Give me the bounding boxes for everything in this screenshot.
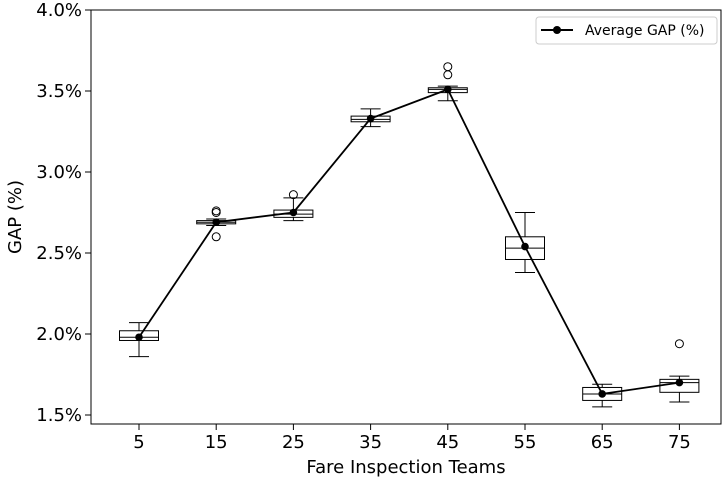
legend-box [535, 16, 718, 45]
plot-frame [90, 9, 722, 425]
outlier-point [211, 206, 221, 216]
y-tick-label: 2.5% [36, 243, 82, 264]
average-point [212, 218, 220, 227]
x-tick-label: 35 [359, 432, 382, 453]
legend-label: Average GAP (%) [585, 23, 705, 39]
average-line [138, 88, 680, 395]
y-axis-title: GAP (%) [5, 180, 26, 254]
x-axis-ticks: 5 15 25 35 45 55 65 75 [133, 424, 691, 453]
x-tick-label: 45 [436, 432, 459, 453]
box-plot-65 [582, 383, 623, 408]
box-plot-55 [505, 212, 545, 273]
average-point [598, 390, 606, 398]
legend: Average GAP (%) [535, 16, 718, 45]
y-tick-label: 3.5% [36, 81, 82, 102]
y-tick-label: 2.0% [36, 324, 82, 345]
x-axis-title: Fare Inspection Teams [306, 457, 505, 478]
average-point [366, 114, 375, 123]
average-series [135, 85, 684, 398]
outlier-point [443, 62, 453, 72]
y-axis-ticks: 1.5% 2.0% 2.5% 3.0% 3.5% 4.0% [36, 0, 91, 426]
y-tick-label: 1.5% [36, 405, 82, 426]
x-tick-label: 55 [514, 432, 537, 453]
outlier-point [443, 70, 453, 80]
box-plots [119, 62, 700, 408]
x-tick-label: 75 [668, 432, 691, 453]
average-point [521, 242, 529, 251]
average-point [289, 208, 298, 217]
y-tick-label: 3.0% [36, 162, 82, 183]
x-tick-label: 15 [205, 432, 228, 453]
y-tick-label: 4.0% [36, 0, 82, 21]
outlier-point [288, 190, 298, 200]
outlier-point [674, 339, 684, 349]
box-plot-75 [659, 339, 700, 403]
legend-marker-swatch [553, 26, 561, 34]
average-point [444, 85, 452, 94]
average-point [135, 333, 143, 342]
x-tick-label: 25 [282, 432, 305, 453]
x-tick-label: 65 [591, 432, 614, 453]
x-tick-label: 5 [133, 432, 144, 453]
average-point [675, 378, 684, 387]
outlier-point [211, 232, 221, 242]
